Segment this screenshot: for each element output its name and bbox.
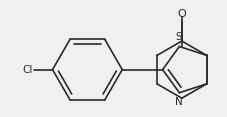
Text: S: S [175,32,182,42]
Text: Cl: Cl [22,65,32,75]
Text: N: N [175,97,182,107]
Text: O: O [178,9,186,19]
